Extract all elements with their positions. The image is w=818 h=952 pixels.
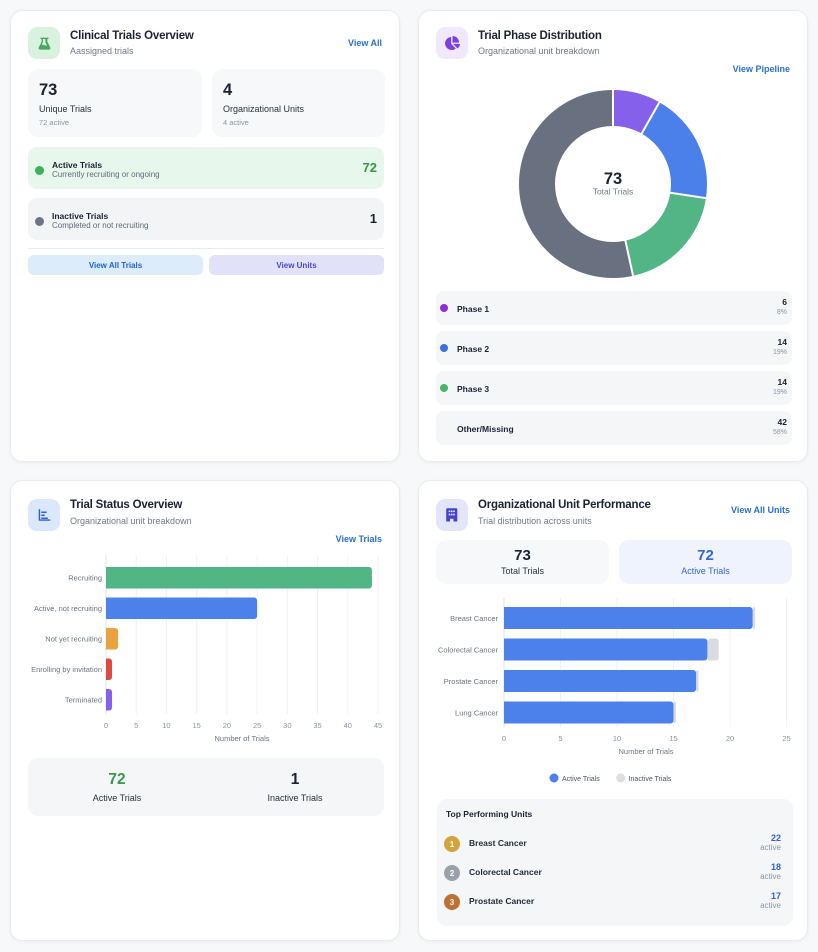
svg-text:10: 10 <box>613 734 621 743</box>
svg-text:Total Trials: Total Trials <box>593 187 634 197</box>
svg-text:Active, not recruiting: Active, not recruiting <box>34 604 102 613</box>
svg-text:15: 15 <box>192 721 200 730</box>
svg-text:25: 25 <box>253 721 261 730</box>
svg-text:Lung Cancer: Lung Cancer <box>455 709 498 718</box>
svg-text:Colorectal Cancer: Colorectal Cancer <box>438 646 499 655</box>
svg-text:Recruiting: Recruiting <box>68 574 102 583</box>
svg-text:Number of Trials: Number of Trials <box>214 734 269 743</box>
svg-text:5: 5 <box>558 734 562 743</box>
svg-text:45: 45 <box>374 721 382 730</box>
svg-text:25: 25 <box>782 734 790 743</box>
svg-text:Prostate Cancer: Prostate Cancer <box>444 677 499 686</box>
svg-text:Active Trials: Active Trials <box>562 776 600 783</box>
svg-text:Inactive Trials: Inactive Trials <box>629 776 672 783</box>
svg-text:30: 30 <box>283 721 291 730</box>
svg-text:20: 20 <box>223 721 231 730</box>
svg-text:Terminated: Terminated <box>65 696 102 705</box>
svg-text:Breast Cancer: Breast Cancer <box>450 614 498 623</box>
svg-text:15: 15 <box>669 734 677 743</box>
svg-text:0: 0 <box>502 734 506 743</box>
svg-text:20: 20 <box>726 734 734 743</box>
svg-text:73: 73 <box>604 170 622 188</box>
svg-text:40: 40 <box>344 721 352 730</box>
svg-text:35: 35 <box>313 721 321 730</box>
svg-text:Number of Trials: Number of Trials <box>618 747 673 756</box>
svg-text:5: 5 <box>134 721 138 730</box>
svg-text:10: 10 <box>162 721 170 730</box>
svg-text:Not yet recruiting: Not yet recruiting <box>45 635 102 644</box>
svg-text:Enrolling by invitation: Enrolling by invitation <box>31 665 102 674</box>
svg-text:0: 0 <box>104 721 108 730</box>
